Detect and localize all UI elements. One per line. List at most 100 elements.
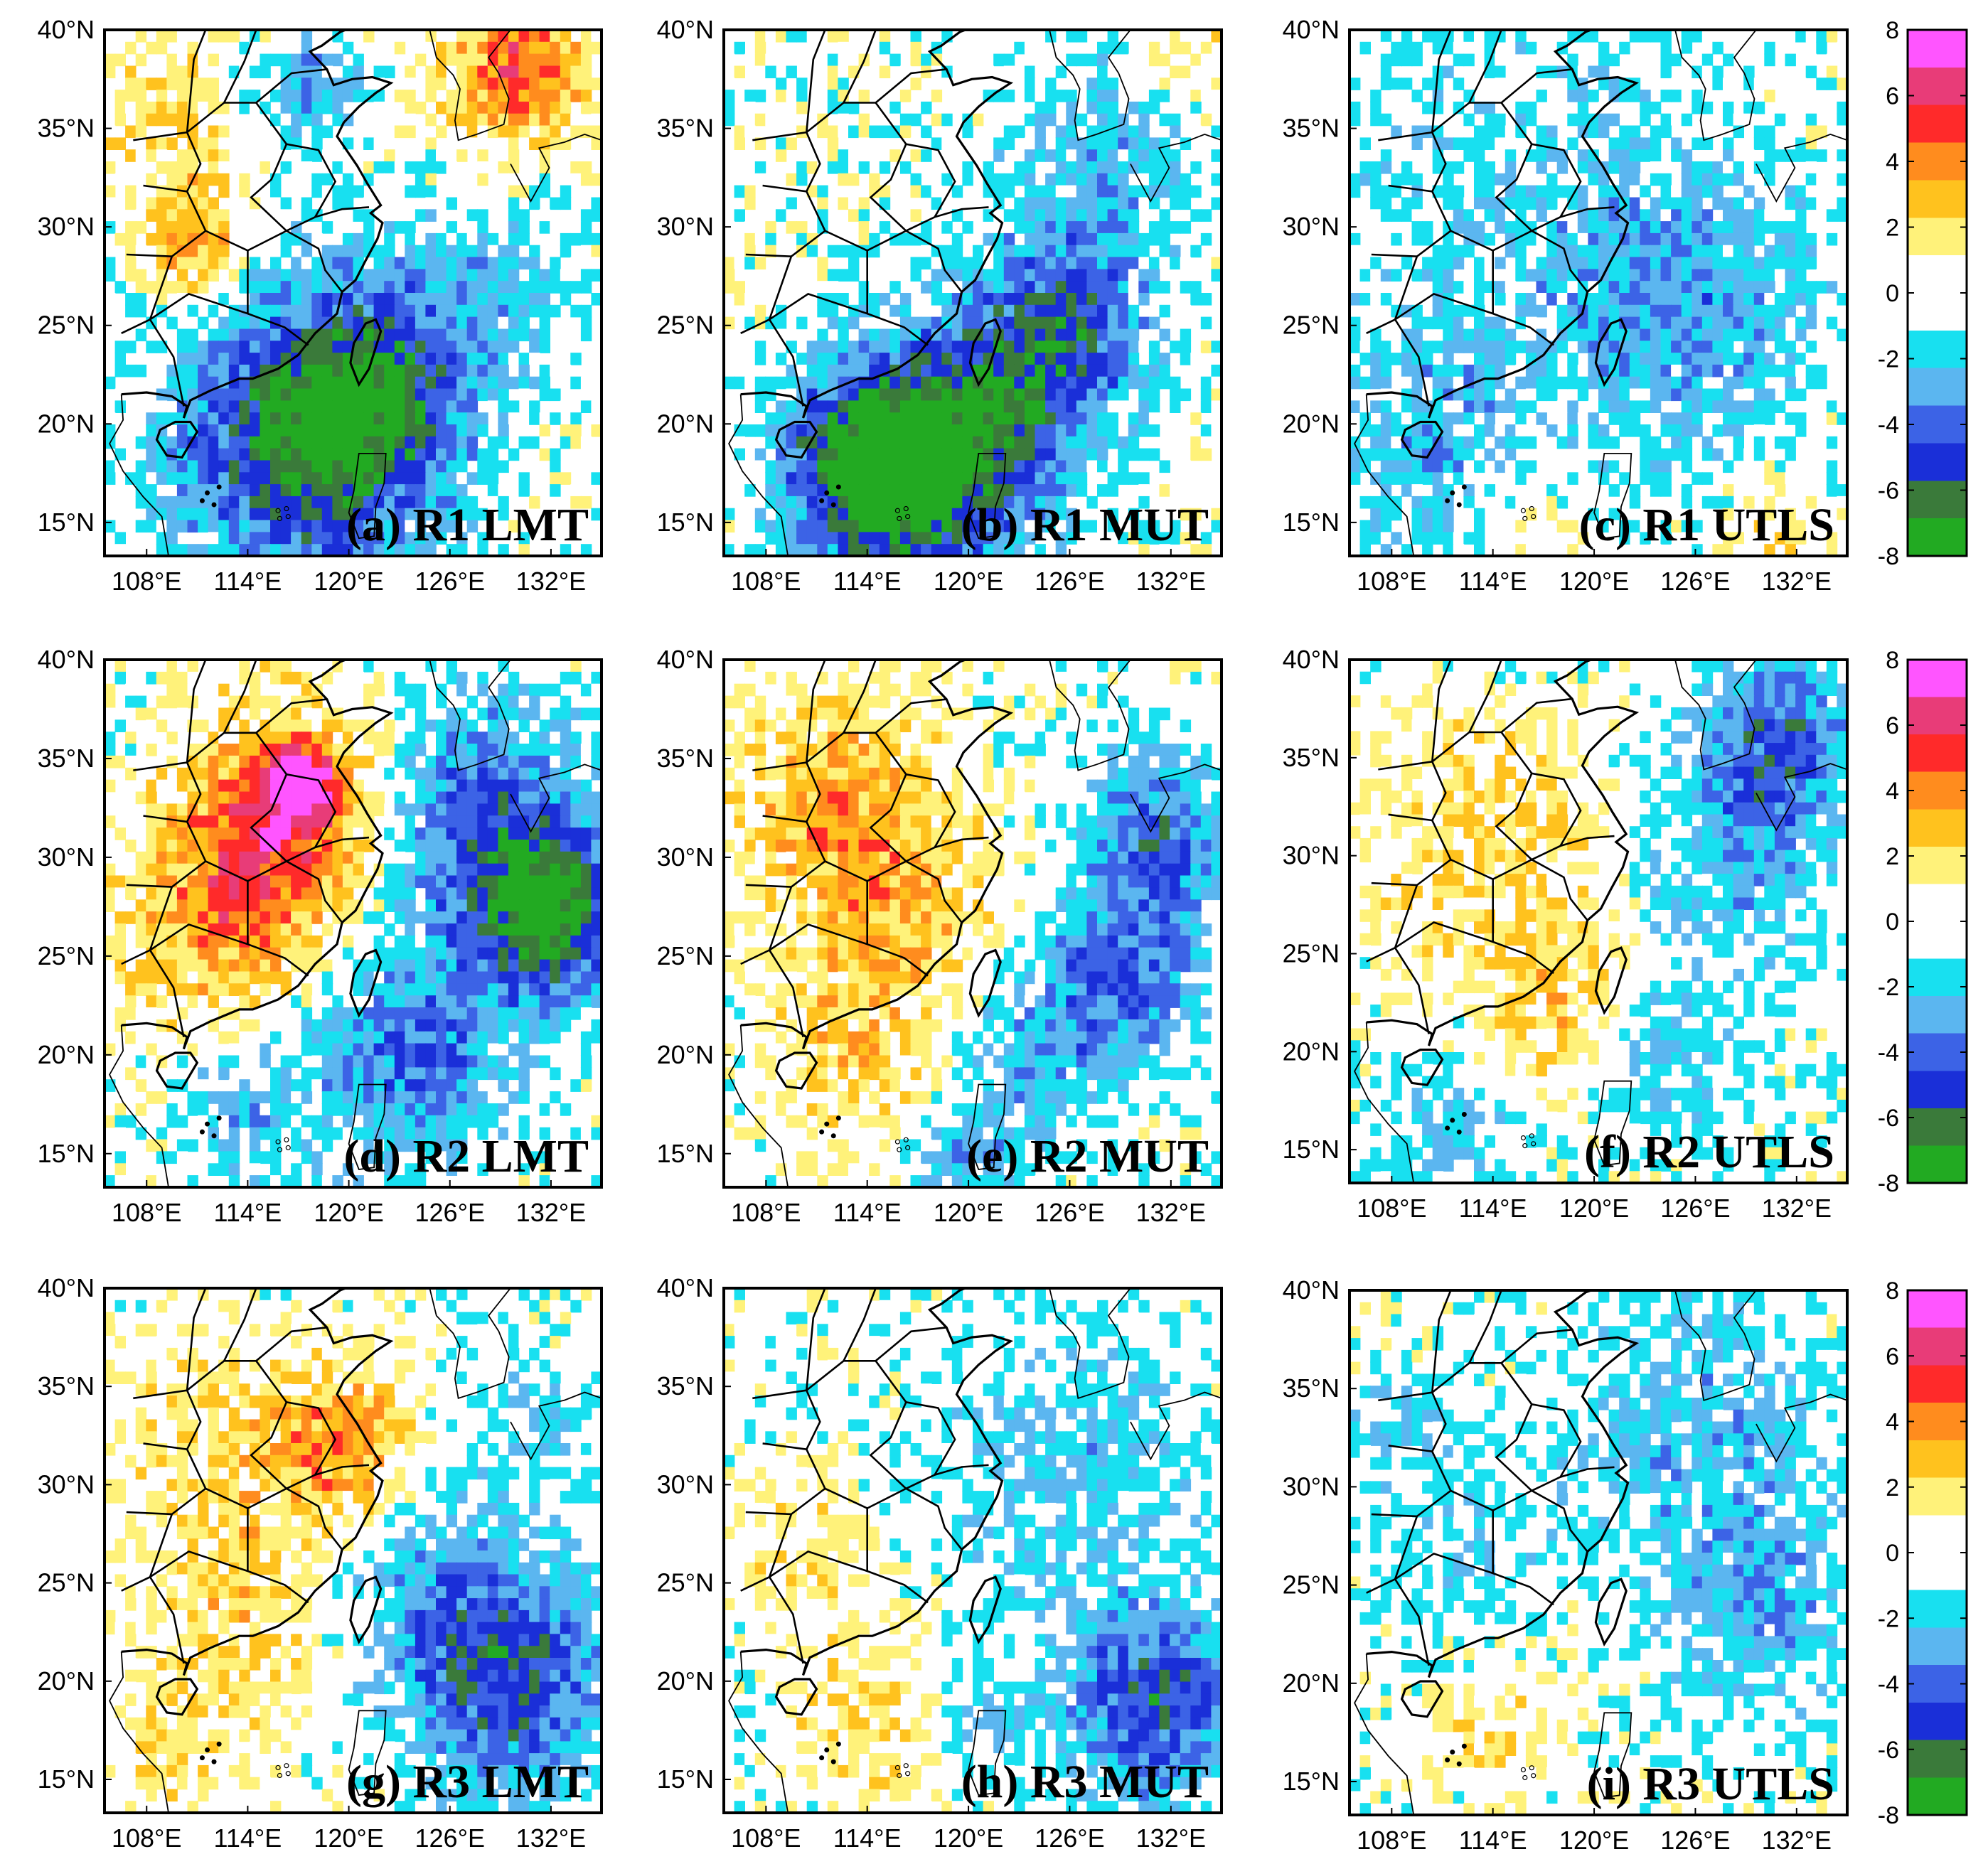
island-dot	[1456, 502, 1462, 508]
lat-tick-label: 35°N	[1283, 1373, 1340, 1403]
reef-marker	[1520, 508, 1527, 513]
colorbar-tick-label: -6	[1878, 478, 1899, 505]
province-border	[843, 30, 877, 104]
island-dot	[819, 1755, 825, 1761]
province-border	[1371, 882, 1417, 887]
province-border	[1371, 1513, 1417, 1518]
philippines-coastline	[968, 453, 1007, 540]
japan-coastline	[1130, 1391, 1222, 1461]
lat-tick-label: 15°N	[1283, 1135, 1340, 1164]
province-border	[286, 206, 370, 232]
province-border	[762, 1442, 807, 1450]
map-frame	[103, 28, 603, 557]
island-dot	[1445, 1125, 1450, 1131]
hainan-island	[774, 420, 818, 459]
province-border	[1431, 660, 1452, 762]
province-border	[149, 923, 309, 1038]
island-dot	[1450, 490, 1455, 496]
lon-tick-label: 132°E	[1136, 1823, 1206, 1853]
lon-tick-label: 114°E	[214, 1198, 282, 1227]
lon-tick-label: 132°E	[1762, 567, 1832, 596]
lat-tick-label: 35°N	[1283, 114, 1340, 143]
province-border	[1468, 30, 1502, 104]
korea-coastline	[1674, 30, 1757, 141]
island-dot	[216, 484, 222, 490]
province-border	[186, 30, 207, 133]
map-lines	[1354, 30, 1847, 556]
lat-tick-label: 15°N	[657, 1139, 714, 1168]
province-border	[286, 1464, 370, 1490]
panel-label: (a) R1 LMT	[346, 499, 589, 551]
philippines-coastline	[348, 1083, 387, 1170]
colorbar-tick-label: 2	[1886, 215, 1899, 242]
lat-tick-label: 25°N	[657, 1568, 714, 1597]
lon-tick-label: 132°E	[516, 567, 586, 596]
map-lines	[1354, 1290, 1847, 1815]
colorbar-tick-label: -2	[1878, 974, 1899, 1001]
korea-coastline	[429, 1288, 511, 1399]
island-dot	[1461, 484, 1467, 490]
japan-coastline	[1130, 764, 1222, 833]
province-border	[1492, 1489, 1588, 1553]
island-dot	[824, 490, 830, 496]
island-dot	[1461, 1112, 1467, 1118]
colorbar-tick-label: 8	[1886, 647, 1899, 674]
reef-marker	[284, 1137, 289, 1142]
province-border	[1366, 318, 1396, 334]
province-border	[223, 660, 257, 734]
lon-tick-label: 108°E	[112, 1823, 181, 1853]
lon-tick-label: 120°E	[314, 567, 383, 596]
philippines-coastline	[968, 1083, 1007, 1170]
taiwan-island	[968, 318, 1002, 387]
province-border	[768, 1550, 929, 1664]
province-border	[1394, 1552, 1554, 1666]
china-coastline	[121, 1288, 394, 1676]
island-dot	[1456, 1129, 1462, 1135]
colorbar-tick-label: -8	[1878, 1802, 1899, 1829]
reef-marker	[1520, 1767, 1527, 1773]
reef-marker	[897, 1147, 902, 1152]
reef-marker	[1529, 1765, 1534, 1771]
lon-tick-label: 114°E	[1459, 1194, 1527, 1223]
map-frame	[1348, 28, 1849, 557]
korea-coastline	[429, 30, 511, 141]
lon-tick-label: 126°E	[1035, 1198, 1104, 1227]
colorbar-tick-label: 4	[1886, 1409, 1899, 1436]
lon-tick-label: 126°E	[1035, 567, 1104, 596]
province-border	[1531, 1466, 1615, 1492]
reef-marker	[285, 1771, 291, 1777]
panel-label: (b) R1 MUT	[961, 499, 1209, 551]
province-border	[121, 949, 151, 965]
province-border	[740, 318, 770, 334]
island-dot	[205, 1121, 210, 1127]
island-dot	[1450, 1750, 1455, 1755]
lon-tick-label: 126°E	[1660, 1826, 1730, 1855]
reef-marker	[275, 508, 281, 513]
lat-tick-label: 35°N	[38, 114, 95, 143]
lat-tick-label: 30°N	[38, 1469, 95, 1499]
reef-marker	[897, 1772, 902, 1779]
province-border	[752, 131, 807, 141]
taiwan-island	[349, 318, 383, 387]
province-border	[255, 68, 327, 104]
island-dot	[835, 1741, 841, 1747]
province-border	[875, 68, 947, 104]
colorbar-tick-label: -4	[1878, 412, 1899, 439]
lon-tick-label: 114°E	[1459, 1826, 1527, 1855]
province-border	[875, 698, 947, 734]
japan-coastline	[510, 133, 602, 203]
map-frame	[103, 1287, 603, 1814]
colorbar-tick-label: -8	[1878, 543, 1899, 570]
taiwan-island	[1594, 1578, 1628, 1647]
island-dot	[835, 484, 841, 490]
province-border	[186, 660, 207, 763]
panel-label: (f) R2 UTLS	[1584, 1126, 1834, 1178]
japan-coastline	[1755, 133, 1847, 203]
china-coastline	[740, 1288, 1014, 1676]
province-border	[223, 30, 257, 104]
lat-tick-label: 15°N	[1283, 508, 1340, 537]
province-border	[867, 860, 963, 923]
reef-marker	[275, 1764, 281, 1771]
province-border	[752, 761, 807, 771]
